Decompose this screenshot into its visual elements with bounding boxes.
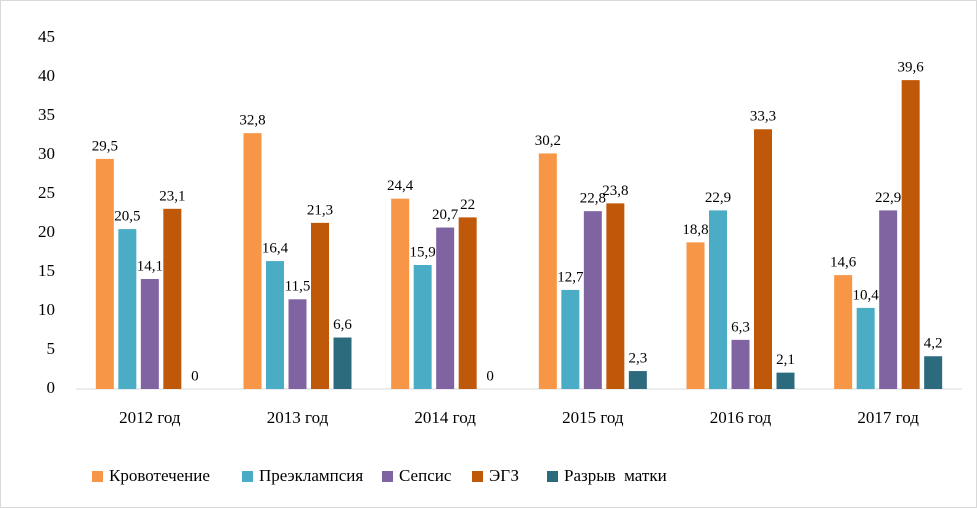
value-label: 22,9 [705,190,731,206]
x-tick-label: 2017 год [857,408,919,427]
bar [391,198,410,389]
value-label: 0 [486,368,494,384]
legend-swatch [92,471,103,482]
value-label: 20,7 [432,207,459,223]
bar [436,227,455,389]
y-tick-label: 35 [38,105,55,124]
x-tick-label: 2014 год [414,408,476,427]
value-label: 18,8 [682,222,708,238]
bar [538,153,557,389]
legend-label: ЭГЗ [489,466,519,485]
y-tick-label: 20 [38,222,55,241]
legend-swatch [242,471,253,482]
bar [686,242,705,389]
value-label: 12,7 [557,269,584,285]
bar [140,279,159,389]
value-label: 23,8 [602,183,628,199]
value-label: 6,3 [731,319,750,335]
bar [879,210,898,389]
y-tick-label: 45 [38,27,55,46]
y-tick-label: 30 [38,144,55,163]
x-tick-label: 2013 год [267,408,329,427]
value-label: 15,9 [410,244,436,260]
value-label: 10,4 [853,287,880,303]
y-tick-label: 15 [38,261,55,280]
bar [95,158,114,389]
x-tick-label: 2012 год [119,408,181,427]
value-label: 21,3 [307,202,333,218]
bar [628,371,647,389]
bar [754,129,772,389]
bar [413,264,432,389]
legend-swatch [547,471,558,482]
bar [163,208,182,389]
legend-label: Разрыв матки [564,466,667,485]
x-tick-label: 2016 год [710,408,772,427]
bar [311,222,329,389]
value-label: 39,6 [898,60,925,76]
legend-swatch [382,471,393,482]
value-label: 0 [191,368,199,384]
y-tick-label: 0 [47,378,56,397]
bar [731,339,750,389]
bar [709,210,727,389]
value-label: 22,8 [580,191,606,207]
bar [834,275,853,389]
legend-label: Кровотечение [109,466,210,485]
bar [458,217,477,389]
value-label: 22 [460,197,475,213]
value-label: 32,8 [239,113,265,129]
bar [856,307,875,389]
value-label: 11,5 [285,279,311,295]
bar [776,372,795,389]
bar [266,261,284,389]
value-label: 33,3 [750,109,776,125]
bar [901,80,920,390]
bar [606,203,625,389]
value-label: 4,2 [924,336,943,352]
bar [243,133,262,389]
value-label: 14,6 [830,255,857,271]
value-label: 2,3 [628,350,647,366]
y-tick-label: 25 [38,183,55,202]
legend-label: Сепсис [399,466,452,485]
y-tick-label: 10 [38,300,55,319]
value-label: 29,5 [92,138,118,154]
legend-label: Преэклампсия [259,466,363,485]
value-label: 24,4 [387,178,414,194]
x-tick-label: 2015 год [562,408,624,427]
legend-swatch [472,471,483,482]
bar [118,229,137,389]
value-label: 30,2 [535,133,561,149]
value-label: 20,5 [114,209,140,225]
value-label: 22,9 [875,190,901,206]
value-label: 6,6 [333,317,352,333]
y-tick-label: 40 [38,66,55,85]
bar [333,337,352,389]
bar [561,289,580,389]
y-tick-label: 5 [47,339,56,358]
value-label: 16,4 [262,241,289,257]
value-label: 2,1 [776,352,795,368]
value-label: 14,1 [137,258,163,274]
bar [583,211,602,389]
bar [288,299,307,389]
value-label: 23,1 [159,188,185,204]
bar [924,356,943,389]
